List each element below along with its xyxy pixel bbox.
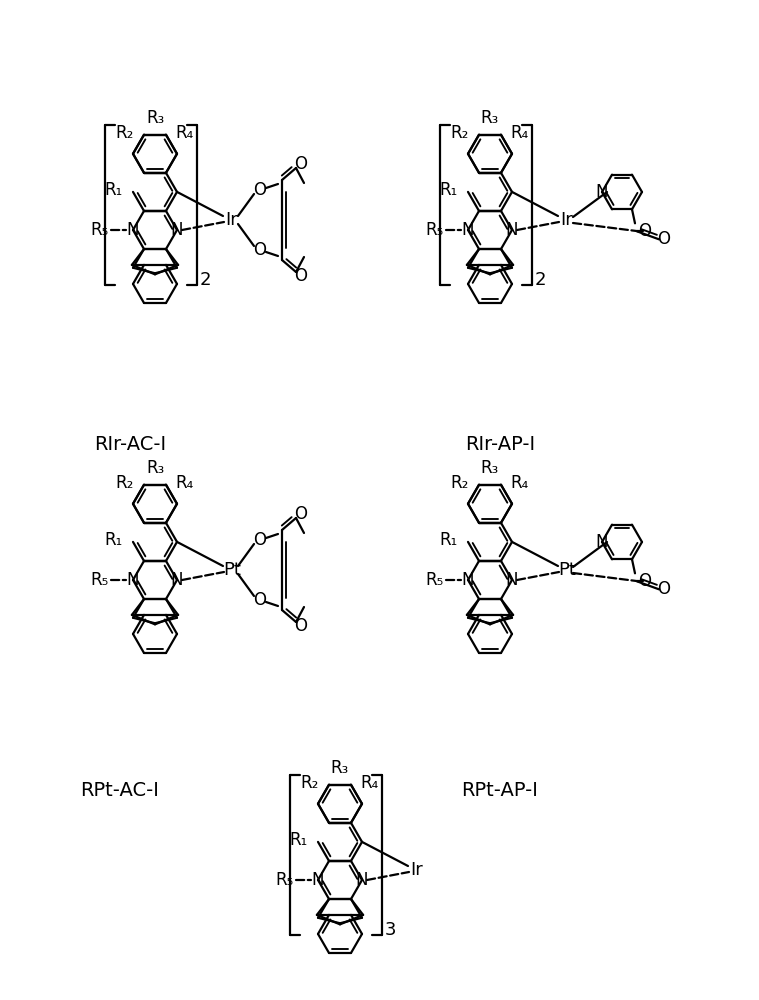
Text: O: O xyxy=(657,580,670,598)
Text: R₄: R₄ xyxy=(175,474,194,492)
Text: RIr-AP-I: RIr-AP-I xyxy=(465,436,535,454)
Text: R₄: R₄ xyxy=(510,124,528,142)
Text: RPt-AP-I: RPt-AP-I xyxy=(461,780,538,800)
Text: R₅: R₅ xyxy=(91,571,109,589)
Text: R₁: R₁ xyxy=(439,531,458,549)
Text: N: N xyxy=(127,571,139,589)
Text: RPt-AC-I: RPt-AC-I xyxy=(80,780,159,800)
Text: N: N xyxy=(505,221,518,239)
Text: N: N xyxy=(356,871,368,889)
Text: R₁: R₁ xyxy=(105,181,123,199)
Text: R₃: R₃ xyxy=(146,109,164,127)
Text: N: N xyxy=(596,533,608,551)
Text: 2: 2 xyxy=(200,271,211,289)
Text: R₂: R₂ xyxy=(451,124,469,142)
Text: O: O xyxy=(657,230,670,248)
Text: O: O xyxy=(294,617,307,635)
Text: R₂: R₂ xyxy=(115,474,134,492)
Text: O: O xyxy=(638,222,651,240)
Text: R₃: R₃ xyxy=(146,459,164,477)
Text: R₁: R₁ xyxy=(105,531,123,549)
Text: R₅: R₅ xyxy=(276,871,294,889)
Text: O: O xyxy=(254,591,266,609)
Text: O: O xyxy=(254,241,266,259)
Text: R₂: R₂ xyxy=(115,124,134,142)
Text: O: O xyxy=(254,531,266,549)
Text: Pt: Pt xyxy=(223,561,241,579)
Text: O: O xyxy=(294,155,307,173)
Text: N: N xyxy=(171,571,183,589)
Text: N: N xyxy=(461,571,474,589)
Text: Pt: Pt xyxy=(558,561,576,579)
Text: R₃: R₃ xyxy=(481,109,499,127)
Text: N: N xyxy=(312,871,324,889)
Text: O: O xyxy=(294,505,307,523)
Text: Ir: Ir xyxy=(225,211,238,229)
Text: R₁: R₁ xyxy=(439,181,458,199)
Text: R₅: R₅ xyxy=(426,221,444,239)
Text: RIr-AC-I: RIr-AC-I xyxy=(94,436,166,454)
Text: R₅: R₅ xyxy=(91,221,109,239)
Text: N: N xyxy=(596,183,608,201)
Text: R₄: R₄ xyxy=(175,124,194,142)
Text: 2: 2 xyxy=(534,271,546,289)
Text: 3: 3 xyxy=(384,921,395,939)
Text: Ir: Ir xyxy=(561,211,573,229)
Text: R₅: R₅ xyxy=(426,571,444,589)
Text: R₂: R₂ xyxy=(301,774,319,792)
Text: R₃: R₃ xyxy=(331,759,349,777)
Text: N: N xyxy=(127,221,139,239)
Text: R₁: R₁ xyxy=(290,831,308,849)
Text: R₂: R₂ xyxy=(451,474,469,492)
Text: O: O xyxy=(294,267,307,285)
Text: R₃: R₃ xyxy=(481,459,499,477)
Text: Ir: Ir xyxy=(411,861,424,879)
Text: R₄: R₄ xyxy=(510,474,528,492)
Text: N: N xyxy=(171,221,183,239)
Text: R₄: R₄ xyxy=(360,774,378,792)
Text: N: N xyxy=(461,221,474,239)
Text: N: N xyxy=(505,571,518,589)
Text: O: O xyxy=(254,181,266,199)
Text: O: O xyxy=(638,572,651,590)
